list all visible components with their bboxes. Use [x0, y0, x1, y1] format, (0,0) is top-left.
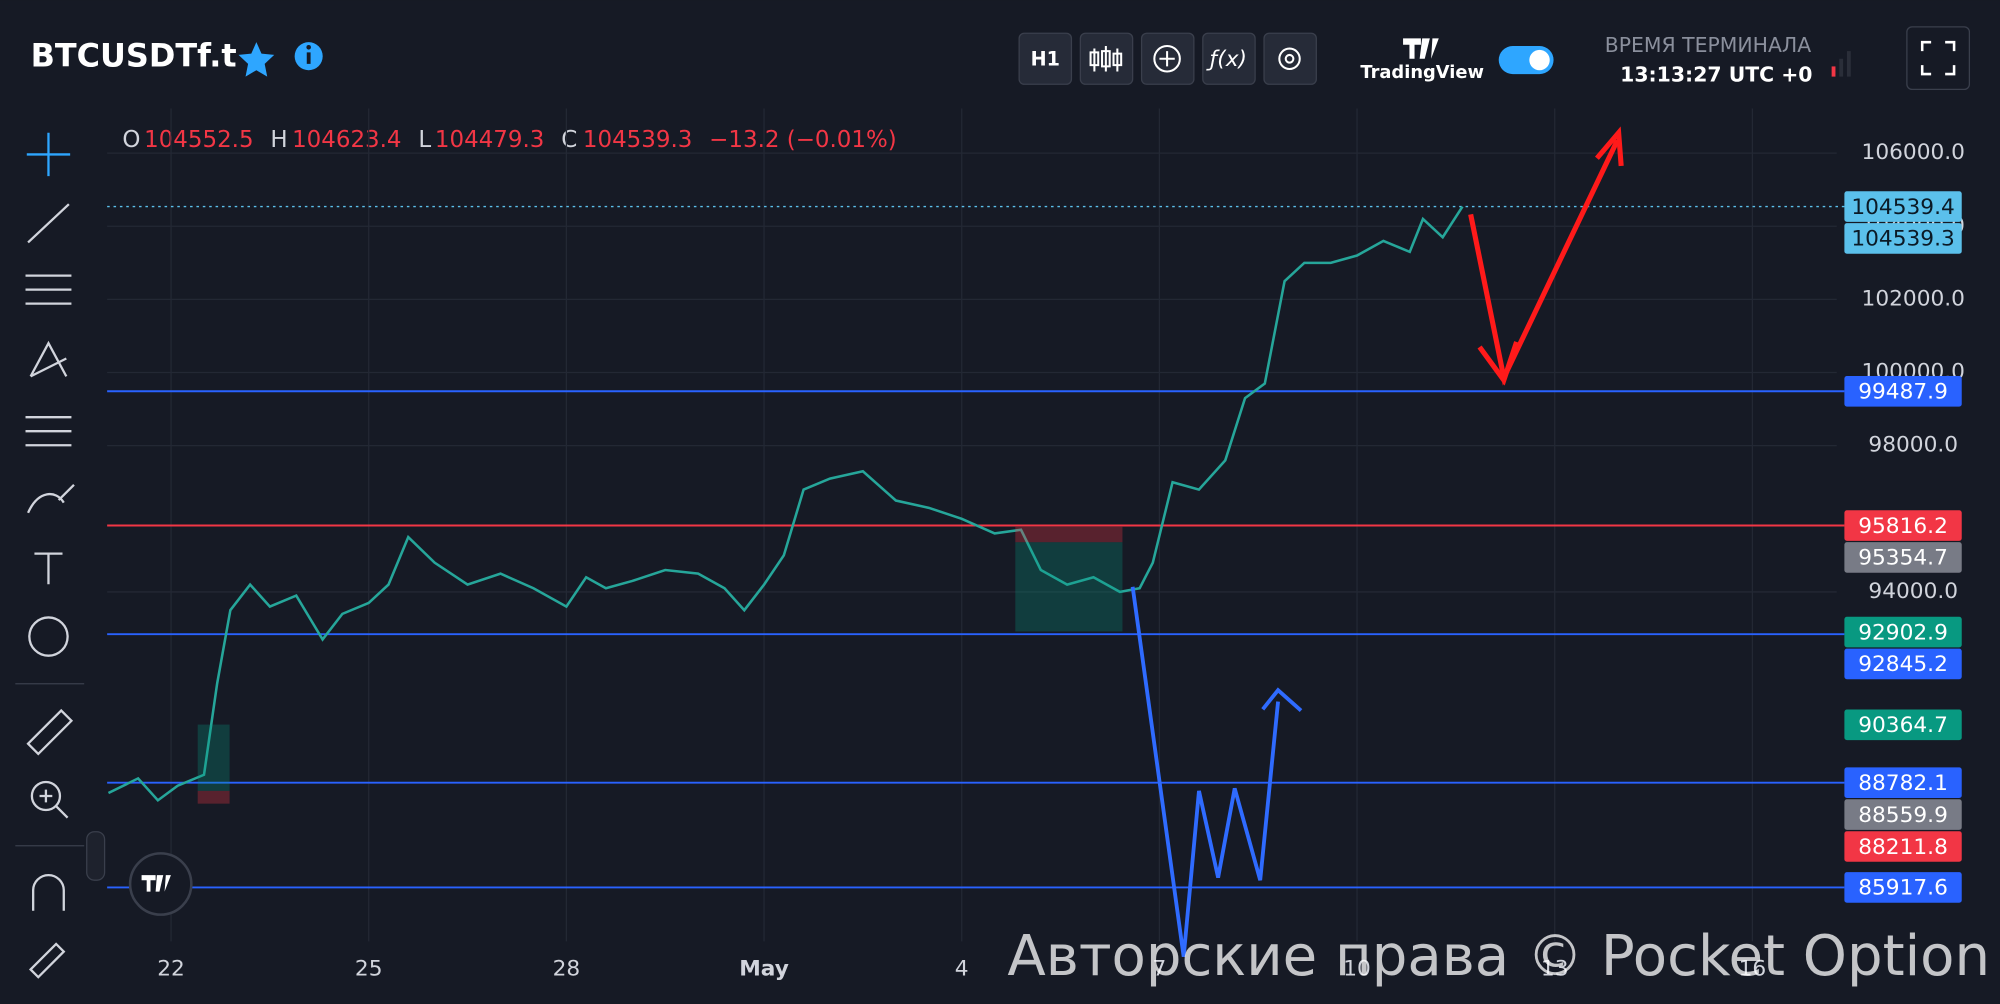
- settings-button[interactable]: [1263, 32, 1317, 85]
- signal-bar: [1846, 51, 1851, 77]
- price-label: 92845.2: [1858, 652, 1948, 677]
- collapse-toolbar[interactable]: [86, 831, 106, 881]
- price-label-box: [1844, 648, 1962, 680]
- price-label-box: [1844, 709, 1962, 741]
- price-label: 104539.4: [1851, 195, 1954, 220]
- tv-logo: [1403, 38, 1439, 59]
- price-label-box: [1844, 831, 1962, 862]
- price-label-box: [1844, 191, 1962, 222]
- ohlc-low-label: L: [418, 127, 431, 153]
- forecast-path: [1130, 586, 1280, 957]
- ohlc-close-label: C: [561, 127, 577, 153]
- price-label-box: [1844, 767, 1962, 799]
- info-dot: [306, 44, 311, 50]
- x-tick-label: 28: [553, 956, 581, 981]
- price-label-box: [1844, 510, 1962, 541]
- price-label: 95354.7: [1858, 546, 1948, 571]
- toolbar-icons: [1089, 44, 1301, 73]
- price-label-box: [1844, 375, 1962, 407]
- brand: TradingView: [1360, 62, 1484, 83]
- x-tick-label: 25: [355, 956, 383, 981]
- ohlc-change: −13.2 (−0.01%): [709, 127, 897, 153]
- price-label: 99487.9: [1858, 380, 1948, 405]
- y-tick-label: 98000.0: [1868, 433, 1958, 458]
- ohlc-open: 104552.5: [144, 127, 253, 153]
- price-label: 90364.7: [1858, 713, 1948, 738]
- terminal-time-label: ВРЕМЯ ТЕРМИНАЛА: [1605, 33, 1812, 57]
- timeframe-button[interactable]: [1018, 32, 1073, 85]
- x-tick-label: 13: [1541, 956, 1569, 981]
- chart: O 104552.5 H 104623.4 L 104479.3 C 104539.3 −13.…: [107, 108, 1965, 981]
- indicators-button[interactable]: [1202, 32, 1256, 85]
- ohlc-high: 104623.4: [292, 127, 401, 153]
- price-label: 95816.2: [1858, 514, 1948, 539]
- x-tick-label: 10: [1343, 956, 1371, 981]
- drawing-tools: [25, 132, 75, 979]
- tv-badge-logo: [141, 875, 171, 892]
- toggle-knob: [1529, 49, 1550, 71]
- x-tick-label: 7: [1152, 956, 1166, 981]
- signal-bar: [1831, 66, 1836, 77]
- x-tick-label: 22: [157, 956, 185, 981]
- price-label-box: [1844, 542, 1962, 573]
- fx-icon: ƒ(x): [1206, 47, 1247, 72]
- price-label-box: [1844, 872, 1962, 903]
- y-tick-label: 94000.0: [1868, 579, 1958, 604]
- watermark: Авторские права © Pocket Option: [1007, 924, 1990, 989]
- fullscreen-icon: [1920, 40, 1956, 76]
- price-label-box: [1844, 799, 1962, 830]
- price-label: 104539.3: [1851, 227, 1954, 252]
- timeframe: H1: [1031, 48, 1060, 71]
- x-tick-label: 4: [955, 956, 969, 981]
- ohlc-high-label: H: [270, 127, 287, 153]
- ohlc-low: 104479.3: [435, 127, 544, 153]
- price-label: 85917.6: [1858, 876, 1948, 901]
- x-tick-label: 16: [1739, 956, 1767, 981]
- price-label-box: [1844, 616, 1962, 648]
- position-loss-zone: [1015, 526, 1123, 543]
- price-label-box: [1844, 223, 1962, 254]
- position-profit-zone: [197, 724, 230, 791]
- x-tick-label: May: [739, 956, 789, 981]
- signal-bar: [1839, 58, 1844, 77]
- y-tick-label: 106000.0: [1862, 140, 1965, 165]
- terminal-time: 13:13:27 UTC +0: [1620, 62, 1812, 86]
- favorite-star[interactable]: [238, 42, 275, 77]
- position-profit-zone: [1015, 542, 1123, 632]
- ohlc-close: 104539.3: [583, 127, 692, 153]
- price-label: 88211.8: [1858, 835, 1948, 860]
- fullscreen-button[interactable]: [1906, 26, 1971, 91]
- price-label: 88782.1: [1858, 771, 1948, 796]
- info-glyph: [306, 52, 311, 64]
- price-label: 88559.9: [1858, 803, 1948, 828]
- position-loss-zone: [197, 790, 230, 804]
- price-label: 92902.9: [1858, 620, 1948, 645]
- price-line: [107, 205, 1464, 803]
- ohlc-open-label: O: [122, 127, 140, 153]
- symbol: BTCUSDTf.t: [31, 36, 237, 74]
- arrow-head: [1477, 126, 1624, 386]
- y-tick-label: 102000.0: [1862, 286, 1965, 311]
- arrow-head: [1261, 687, 1303, 712]
